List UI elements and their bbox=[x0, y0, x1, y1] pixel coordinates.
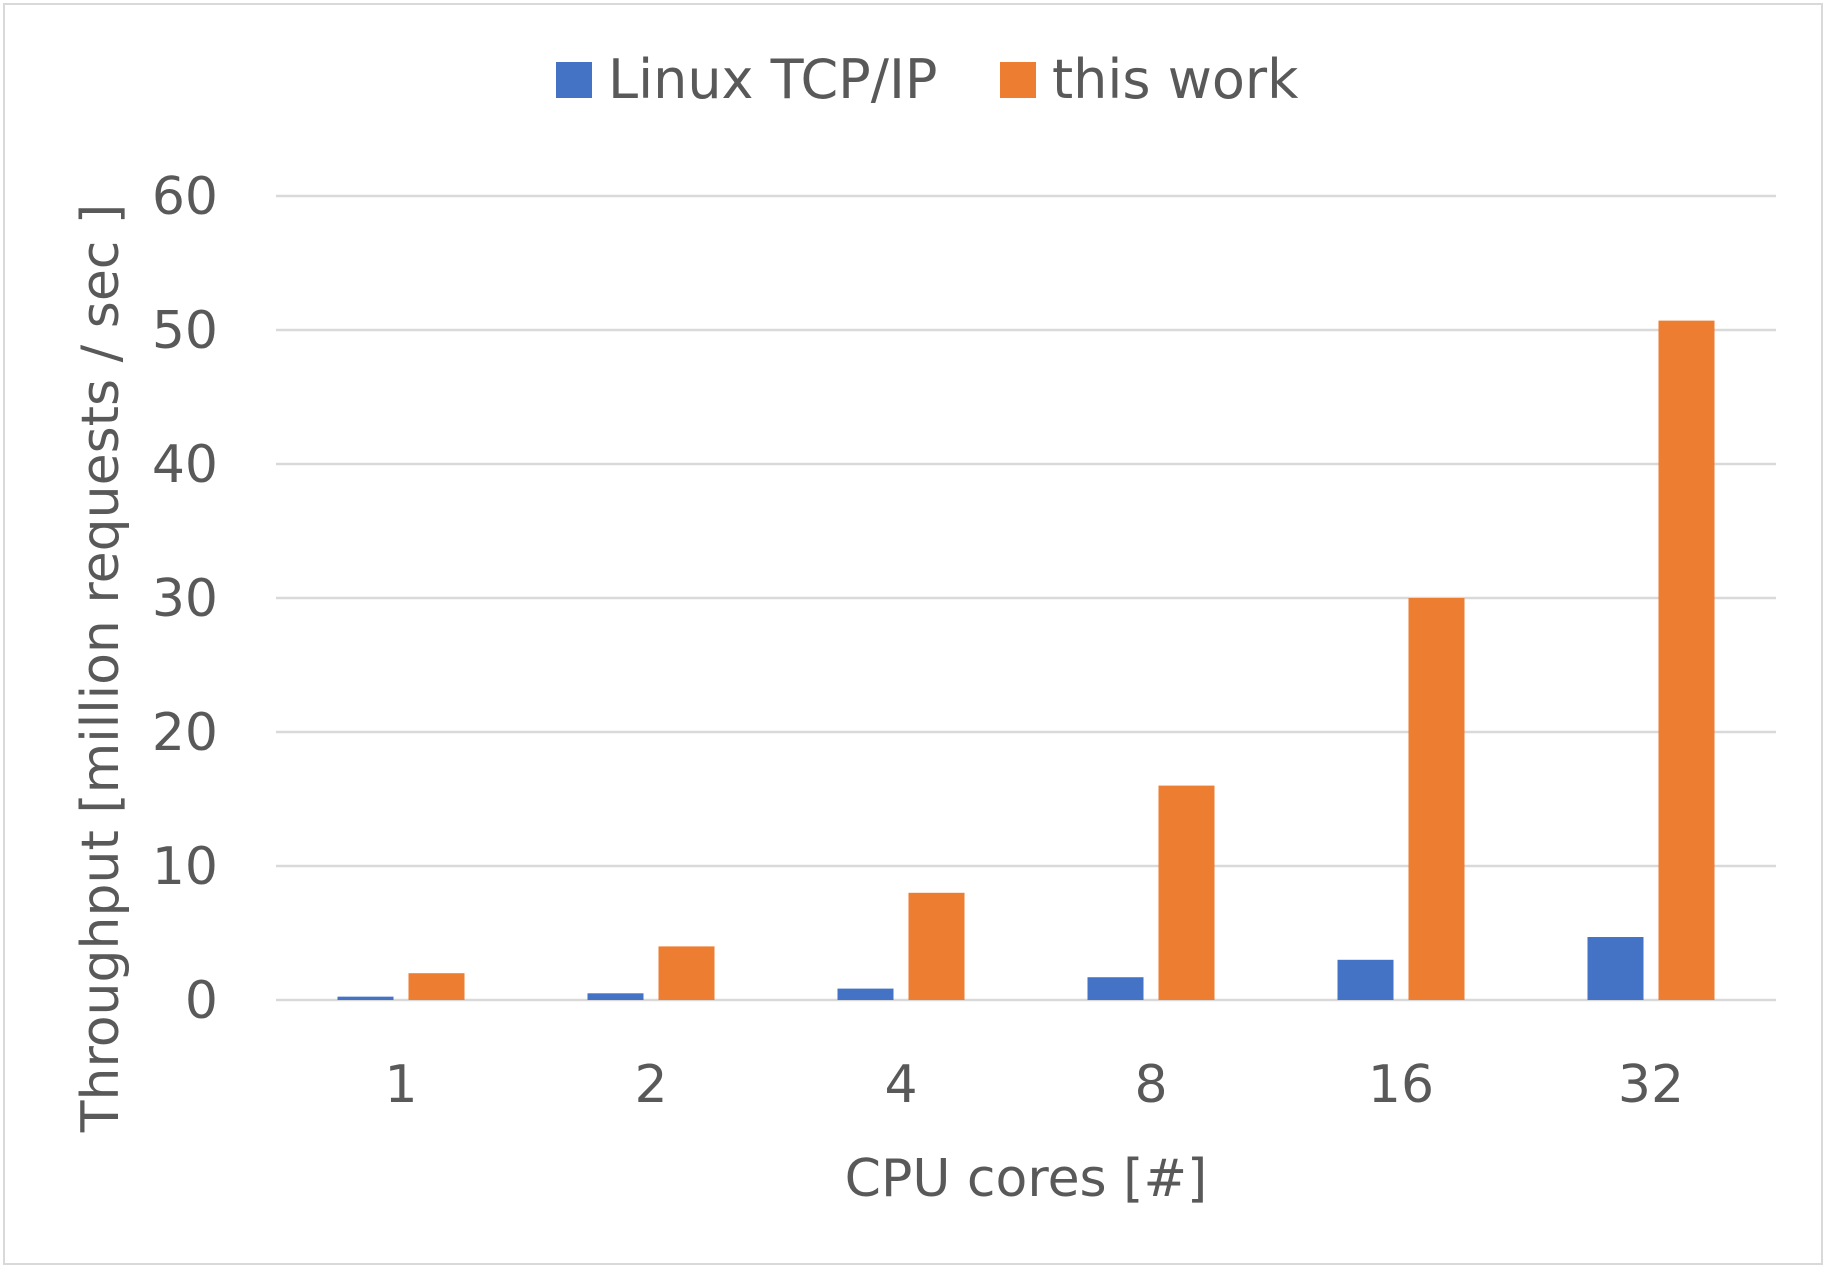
bar-this-work-2 bbox=[658, 946, 715, 1000]
x-axis-ticks: 1 2 4 8 16 32 bbox=[384, 1055, 1684, 1115]
x-tick-label: 16 bbox=[1368, 1055, 1434, 1115]
x-tick-label: 32 bbox=[1618, 1055, 1684, 1115]
y-tick-label: 60 bbox=[152, 167, 218, 227]
bar-linux-tcp-ip-32 bbox=[1587, 937, 1644, 1000]
y-tick-label: 40 bbox=[152, 435, 218, 495]
x-tick-label: 1 bbox=[384, 1055, 417, 1115]
bar-this-work-1 bbox=[408, 973, 465, 1000]
legend: Linux TCP/IP this work bbox=[556, 48, 1299, 111]
legend-swatch-this-work bbox=[1000, 62, 1036, 98]
legend-label-this-work: this work bbox=[1052, 48, 1299, 111]
bar-this-work-4 bbox=[908, 892, 965, 1000]
y-tick-label: 0 bbox=[185, 971, 218, 1031]
y-tick-label: 50 bbox=[152, 301, 218, 361]
y-axis-ticks: 0 10 20 30 40 50 60 bbox=[152, 167, 218, 1031]
legend-swatch-linux-tcp-ip bbox=[556, 62, 592, 98]
y-tick-label: 20 bbox=[152, 703, 218, 763]
y-axis-title: Throughput [million requests / sec ] bbox=[71, 204, 131, 1133]
y-tick-label: 10 bbox=[152, 837, 218, 897]
y-tick-label: 30 bbox=[152, 569, 218, 629]
gridlines bbox=[276, 194, 1776, 1002]
bar-this-work-32 bbox=[1658, 320, 1715, 1000]
bar-linux-tcp-ip-4 bbox=[837, 988, 894, 1000]
legend-label-linux-tcp-ip: Linux TCP/IP bbox=[608, 48, 937, 111]
bar-linux-tcp-ip-8 bbox=[1087, 977, 1144, 1000]
x-axis-title: CPU cores [#] bbox=[845, 1149, 1208, 1209]
chart-area bbox=[3, 3, 1823, 1265]
bar-linux-tcp-ip-16 bbox=[1337, 959, 1394, 1000]
bar-linux-tcp-ip-1 bbox=[337, 996, 394, 1000]
x-tick-label: 2 bbox=[634, 1055, 667, 1115]
x-tick-label: 8 bbox=[1134, 1055, 1167, 1115]
x-tick-label: 4 bbox=[884, 1055, 917, 1115]
bars bbox=[337, 320, 1715, 1000]
bar-this-work-8 bbox=[1158, 785, 1215, 1000]
bar-this-work-16 bbox=[1408, 598, 1465, 1000]
bar-linux-tcp-ip-2 bbox=[587, 993, 644, 1000]
